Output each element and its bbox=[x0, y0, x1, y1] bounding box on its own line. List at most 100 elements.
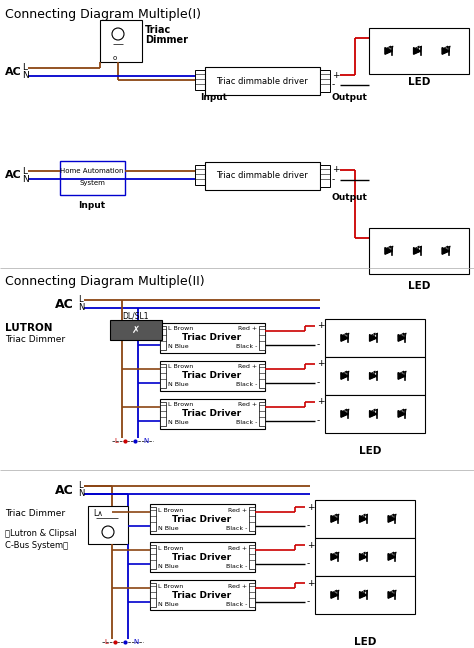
Polygon shape bbox=[398, 373, 405, 379]
Text: Output: Output bbox=[332, 194, 368, 202]
Text: L Brown: L Brown bbox=[158, 583, 183, 588]
Bar bbox=[205, 67, 320, 95]
Text: Triac: Triac bbox=[145, 25, 171, 35]
Text: N Blue: N Blue bbox=[168, 382, 189, 388]
Text: L: L bbox=[22, 64, 27, 73]
Text: +: + bbox=[307, 579, 315, 588]
Bar bbox=[150, 580, 255, 610]
Bar bbox=[259, 402, 265, 426]
Text: Black -: Black - bbox=[226, 526, 247, 531]
Text: N: N bbox=[22, 174, 29, 183]
Text: L Brown: L Brown bbox=[168, 364, 193, 369]
Text: L Brown: L Brown bbox=[158, 546, 183, 551]
Polygon shape bbox=[360, 554, 367, 561]
Text: Output: Output bbox=[332, 93, 368, 102]
Bar bbox=[315, 538, 415, 576]
Text: AC: AC bbox=[5, 170, 22, 180]
Polygon shape bbox=[388, 554, 395, 561]
Text: N: N bbox=[22, 71, 29, 80]
Text: L∧: L∧ bbox=[93, 509, 103, 518]
Text: +: + bbox=[332, 165, 339, 174]
Text: Black -: Black - bbox=[226, 601, 247, 607]
Polygon shape bbox=[398, 411, 405, 417]
Polygon shape bbox=[370, 335, 377, 341]
Text: N Blue: N Blue bbox=[168, 345, 189, 349]
Bar bbox=[205, 162, 320, 190]
Polygon shape bbox=[341, 411, 348, 417]
Polygon shape bbox=[331, 516, 338, 522]
Text: Red +: Red + bbox=[238, 402, 257, 408]
Text: LED: LED bbox=[408, 77, 430, 87]
Text: N Blue: N Blue bbox=[158, 526, 179, 531]
Text: Triac Driver: Triac Driver bbox=[182, 334, 242, 343]
Bar bbox=[160, 402, 166, 426]
Polygon shape bbox=[341, 373, 348, 379]
Text: o: o bbox=[113, 55, 117, 61]
Bar bbox=[249, 507, 255, 531]
Bar bbox=[150, 542, 255, 572]
Text: Connecting Diagram Multiple(II): Connecting Diagram Multiple(II) bbox=[5, 275, 205, 288]
Text: C-Bus System）: C-Bus System） bbox=[5, 542, 68, 551]
Text: Red +: Red + bbox=[228, 507, 247, 513]
Text: N: N bbox=[133, 639, 138, 645]
Text: N: N bbox=[78, 489, 84, 498]
Text: Black -: Black - bbox=[226, 564, 247, 568]
Bar bbox=[249, 545, 255, 569]
Text: LUTRON: LUTRON bbox=[5, 323, 53, 333]
Text: N Blue: N Blue bbox=[158, 564, 179, 568]
Polygon shape bbox=[388, 516, 395, 522]
Text: +: + bbox=[307, 540, 315, 550]
Text: -: - bbox=[317, 417, 320, 426]
Text: Home Automation: Home Automation bbox=[60, 168, 124, 174]
Bar bbox=[249, 583, 255, 607]
Bar bbox=[315, 576, 415, 614]
Text: System: System bbox=[79, 180, 105, 186]
Bar bbox=[60, 161, 125, 195]
Text: Triac Driver: Triac Driver bbox=[173, 590, 232, 599]
Polygon shape bbox=[442, 48, 449, 54]
Text: N Blue: N Blue bbox=[158, 601, 179, 607]
Text: Dimmer: Dimmer bbox=[145, 35, 188, 45]
Text: +: + bbox=[317, 397, 325, 406]
Text: Triac dimmable driver: Triac dimmable driver bbox=[216, 76, 308, 86]
Bar bbox=[325, 319, 425, 357]
Text: ✗: ✗ bbox=[132, 325, 140, 335]
Text: Black -: Black - bbox=[236, 421, 257, 426]
Polygon shape bbox=[360, 592, 367, 598]
Text: Red +: Red + bbox=[228, 583, 247, 588]
Text: -: - bbox=[317, 340, 320, 349]
Bar bbox=[160, 399, 265, 429]
Polygon shape bbox=[385, 48, 392, 54]
Text: Triac Driver: Triac Driver bbox=[182, 410, 242, 419]
Polygon shape bbox=[398, 335, 405, 341]
Bar bbox=[315, 500, 415, 538]
Text: -: - bbox=[307, 559, 310, 568]
Text: Input: Input bbox=[78, 200, 106, 209]
Polygon shape bbox=[370, 373, 377, 379]
Bar bbox=[369, 28, 469, 74]
Text: Red +: Red + bbox=[238, 364, 257, 369]
Text: DL/SL1: DL/SL1 bbox=[122, 312, 148, 321]
Text: N: N bbox=[143, 438, 148, 444]
Bar bbox=[320, 165, 330, 187]
Bar bbox=[160, 326, 166, 350]
Text: -: - bbox=[332, 80, 335, 89]
Text: Triac Driver: Triac Driver bbox=[182, 371, 242, 380]
Bar bbox=[150, 507, 156, 531]
Text: -: - bbox=[317, 378, 320, 388]
Text: L Brown: L Brown bbox=[158, 507, 183, 513]
Text: Triac Dimmer: Triac Dimmer bbox=[5, 509, 65, 518]
Text: N: N bbox=[78, 303, 84, 312]
Text: Triac Driver: Triac Driver bbox=[173, 553, 232, 562]
Bar bbox=[150, 545, 156, 569]
Bar bbox=[160, 323, 265, 353]
Polygon shape bbox=[360, 516, 367, 522]
Polygon shape bbox=[385, 248, 392, 254]
Polygon shape bbox=[370, 411, 377, 417]
Text: -: - bbox=[307, 597, 310, 607]
Polygon shape bbox=[442, 248, 449, 254]
Bar bbox=[160, 364, 166, 388]
Text: -: - bbox=[332, 176, 335, 185]
Bar bbox=[259, 364, 265, 388]
Text: N Blue: N Blue bbox=[168, 421, 189, 426]
